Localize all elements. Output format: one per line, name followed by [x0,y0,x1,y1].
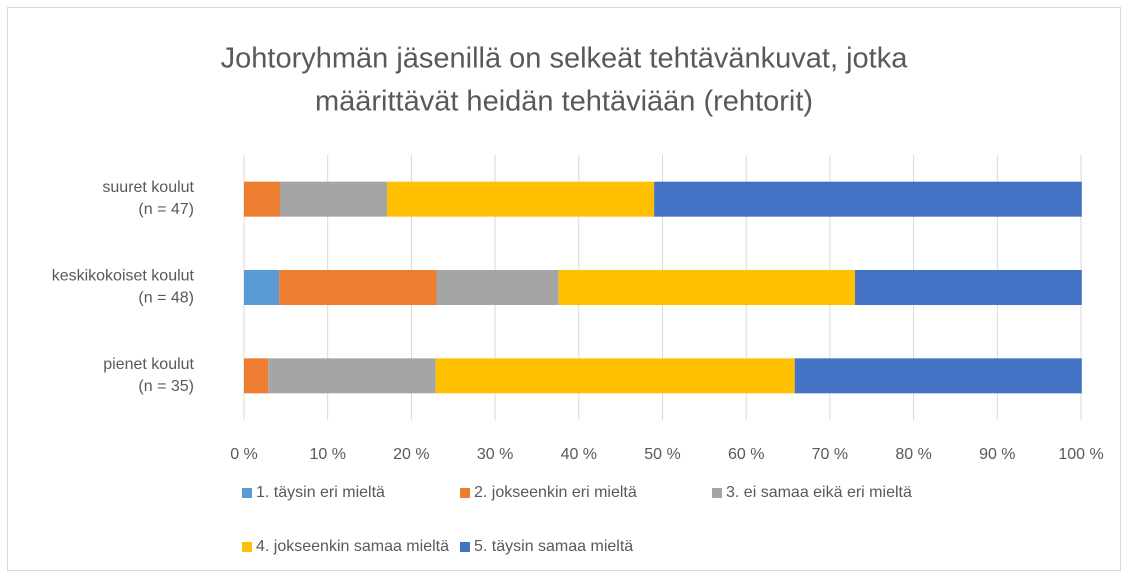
x-tick-label: 80 % [895,446,931,463]
legend-swatch [460,488,470,498]
bar-segment [244,358,269,394]
bar-segment [244,270,280,305]
chart-title: Johtoryhmän jäsenillä on selkeät tehtävä… [221,42,909,117]
legend-swatch [712,488,722,498]
bar-segment [279,181,388,217]
x-tick-label: 40 % [561,446,597,463]
legend-swatch [242,488,252,498]
legend-label: 5. täysin samaa mieltä [474,538,633,555]
y-tick-label: pienet koulut (n = 35) [103,356,194,395]
bar-segment [794,358,1082,394]
bar-segment [558,270,856,305]
legend-label: 3. ei samaa eikä eri mieltä [726,484,912,501]
x-tick-label: 50 % [644,446,680,463]
bar-segment [435,358,795,394]
bar-segment [244,181,280,217]
x-tick-label: 30 % [477,446,513,463]
x-tick-label: 20 % [393,446,429,463]
legend-swatch [242,542,252,552]
legend-label: 2. jokseenkin eri mieltä [474,484,637,501]
x-tick-label: 90 % [979,446,1015,463]
legend-swatch [460,542,470,552]
legend-label: 4. jokseenkin samaa mieltä [256,538,449,555]
bar-segment [436,270,559,305]
bar-segment [268,358,436,394]
y-tick-label: keskikokoiset koulut (n = 48) [52,268,195,307]
x-tick-label: 70 % [812,446,848,463]
x-tick-label: 10 % [309,446,345,463]
legend-label: 1. täysin eri mieltä [256,484,385,501]
bar-segment [654,181,1082,217]
bar-segment [387,181,655,217]
x-tick-label: 100 % [1058,446,1103,463]
x-tick-label: 0 % [230,446,258,463]
y-tick-label: suuret koulut (n = 47) [102,179,194,218]
x-tick-label: 60 % [728,446,764,463]
bar-segment [855,270,1082,305]
bar-segment [279,270,437,305]
